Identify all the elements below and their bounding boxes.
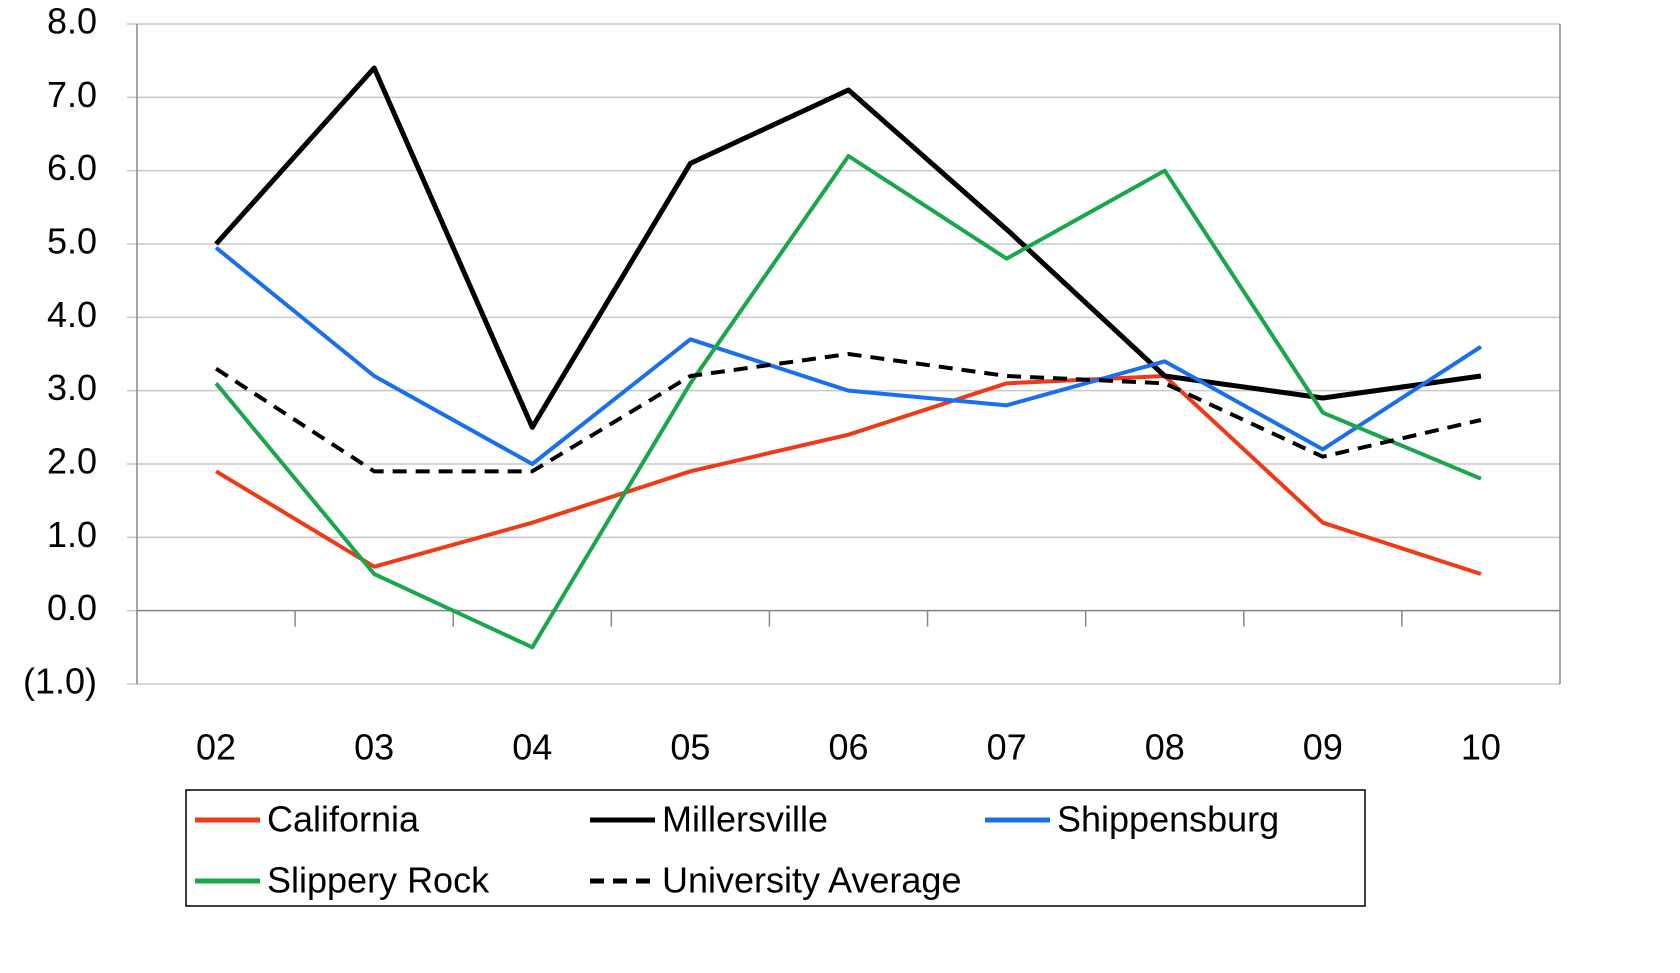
x-tick-label: 08 [1145, 727, 1185, 768]
legend-label: California [267, 799, 420, 840]
y-tick-label: 0.0 [47, 587, 97, 628]
legend-box [185, 789, 1366, 907]
x-tick-label: 02 [196, 727, 236, 768]
legend-label: Slippery Rock [267, 860, 490, 901]
x-tick-label: 10 [1461, 727, 1501, 768]
y-tick-label: 4.0 [47, 294, 97, 335]
y-tick-label: 1.0 [47, 514, 97, 555]
legend-label: University Average [662, 860, 961, 901]
x-tick-label: 06 [828, 727, 868, 768]
y-tick-label: 8.0 [47, 1, 97, 42]
y-tick-label: (1.0) [23, 661, 97, 702]
y-tick-label: 6.0 [47, 147, 97, 188]
series-line [214, 246, 1483, 466]
y-tick-label: 5.0 [47, 221, 97, 262]
series-line [215, 374, 1482, 576]
series-line [214, 154, 1482, 650]
x-tick-label: 09 [1303, 727, 1343, 768]
series-line [214, 65, 1482, 430]
y-tick-label: 7.0 [47, 74, 97, 115]
x-tick-label: 03 [354, 727, 394, 768]
y-tick-label: 2.0 [47, 441, 97, 482]
series-line [214, 352, 1482, 474]
legend-label: Shippensburg [1057, 799, 1279, 840]
x-tick-label: 07 [987, 727, 1027, 768]
y-tick-label: 3.0 [47, 367, 97, 408]
x-tick-label: 04 [512, 727, 552, 768]
x-tick-label: 05 [670, 727, 710, 768]
legend-label: Millersville [662, 799, 828, 840]
